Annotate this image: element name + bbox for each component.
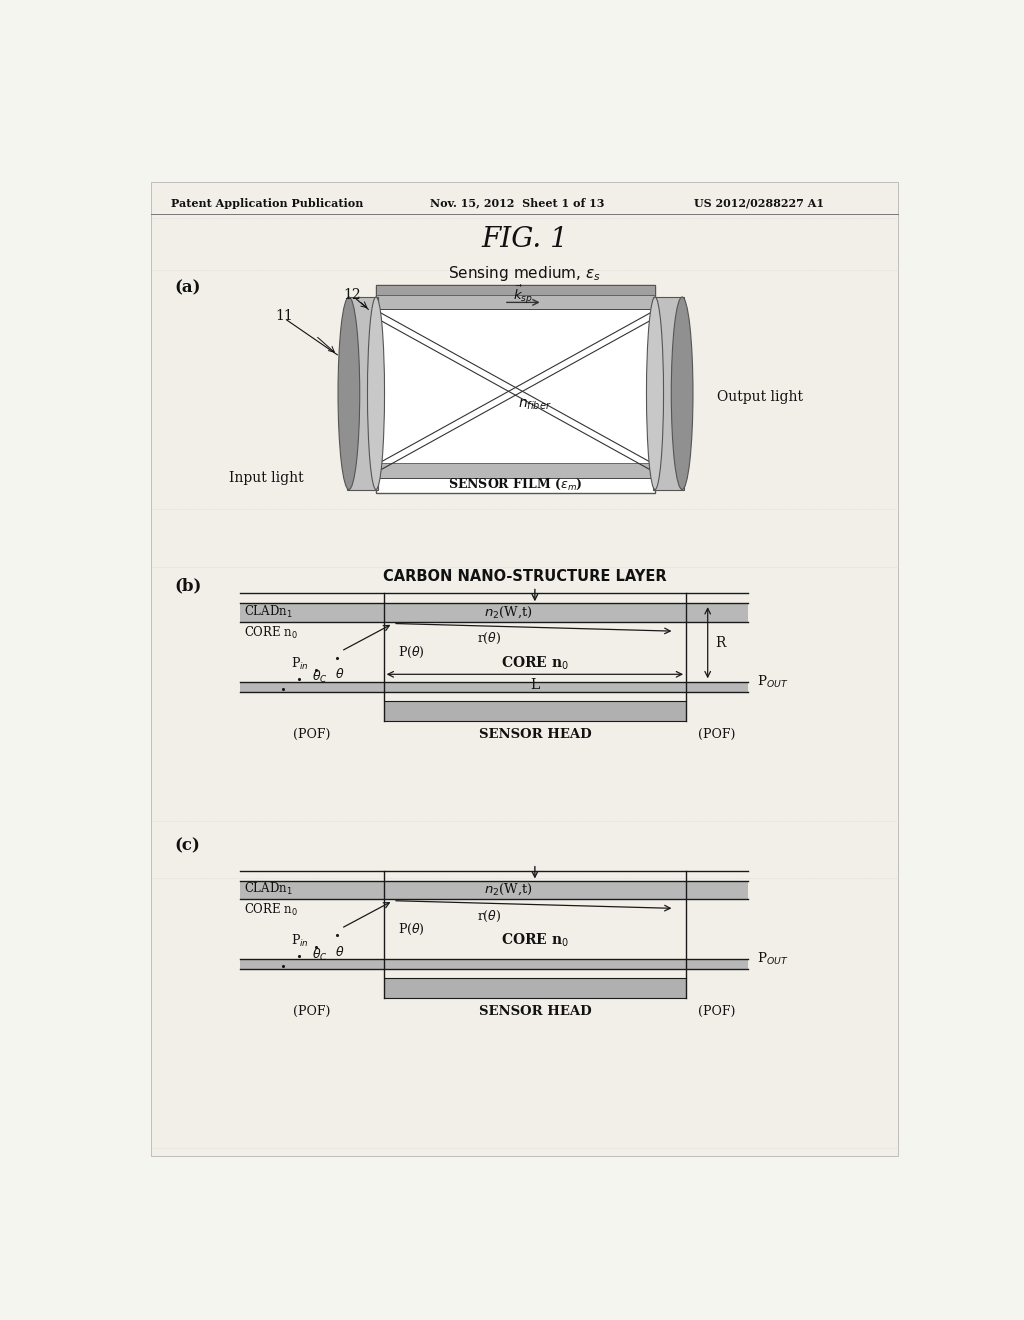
Text: US 2012/0288227 A1: US 2012/0288227 A1: [693, 198, 823, 209]
Text: CARBON NANO-STRUCTURE LAYER: CARBON NANO-STRUCTURE LAYER: [383, 569, 667, 583]
Text: L: L: [530, 678, 540, 692]
Text: $\theta_C$: $\theta_C$: [311, 669, 328, 685]
Text: FIG. 1: FIG. 1: [481, 226, 568, 252]
Text: 11: 11: [275, 309, 293, 323]
Bar: [376, 293, 655, 309]
Text: $n_2$(W,t): $n_2$(W,t): [484, 882, 534, 896]
Bar: [686, 682, 748, 692]
Ellipse shape: [338, 297, 359, 490]
Text: Sensing medium, $\varepsilon_s$: Sensing medium, $\varepsilon_s$: [449, 264, 601, 284]
Text: CORE n$_0$: CORE n$_0$: [245, 624, 298, 640]
Text: Nov. 15, 2012  Sheet 1 of 13: Nov. 15, 2012 Sheet 1 of 13: [430, 198, 605, 209]
Text: $\theta_C$: $\theta_C$: [311, 946, 328, 962]
Bar: [384, 880, 686, 899]
Text: (a): (a): [174, 280, 201, 296]
Bar: [241, 603, 384, 622]
Text: R: R: [716, 636, 726, 649]
Bar: [241, 682, 384, 692]
Bar: [376, 285, 655, 494]
Text: Input light: Input light: [228, 471, 303, 484]
Text: P$_{in}$: P$_{in}$: [291, 656, 308, 672]
Text: $n_{fiber}$: $n_{fiber}$: [518, 397, 552, 412]
Bar: [241, 960, 384, 969]
Text: CORE n$_0$: CORE n$_0$: [501, 655, 568, 672]
Text: $\theta$: $\theta$: [335, 945, 344, 958]
Text: $\vec{k}_{sp}$: $\vec{k}_{sp}$: [513, 284, 534, 306]
Bar: [686, 603, 748, 622]
Text: (POF): (POF): [293, 1005, 331, 1018]
Text: SENSOR HEAD: SENSOR HEAD: [478, 727, 591, 741]
Text: CORE n$_0$: CORE n$_0$: [245, 902, 298, 917]
Text: r($\theta$): r($\theta$): [477, 631, 501, 647]
Bar: [686, 960, 748, 969]
Bar: [653, 297, 684, 490]
Text: P$_{OUT}$: P$_{OUT}$: [758, 952, 788, 968]
Bar: [384, 960, 686, 969]
Text: Output light: Output light: [717, 391, 803, 404]
Text: 12: 12: [343, 289, 361, 302]
Text: $n_2$(W,t): $n_2$(W,t): [484, 605, 534, 619]
Bar: [376, 462, 655, 478]
Text: (POF): (POF): [293, 727, 331, 741]
Text: r($\theta$): r($\theta$): [477, 908, 501, 924]
Text: (b): (b): [174, 577, 202, 594]
Ellipse shape: [646, 297, 664, 490]
Bar: [384, 978, 686, 998]
Ellipse shape: [368, 297, 385, 490]
Bar: [346, 297, 378, 490]
Ellipse shape: [672, 297, 693, 490]
Text: (POF): (POF): [698, 727, 735, 741]
Text: P($\theta$): P($\theta$): [397, 645, 425, 660]
Text: P$_{OUT}$: P$_{OUT}$: [758, 675, 788, 690]
Bar: [384, 701, 686, 721]
Text: CLADn$_1$: CLADn$_1$: [245, 880, 293, 898]
Bar: [241, 880, 384, 899]
Bar: [686, 880, 748, 899]
Bar: [384, 682, 686, 692]
Text: P$_{in}$: P$_{in}$: [291, 933, 308, 949]
Text: $\theta$: $\theta$: [335, 668, 344, 681]
Bar: [384, 603, 686, 622]
Text: SENSOR HEAD: SENSOR HEAD: [478, 1005, 591, 1018]
Text: Patent Application Publication: Patent Application Publication: [171, 198, 362, 209]
Text: (c): (c): [174, 837, 201, 854]
Text: CORE n$_0$: CORE n$_0$: [501, 932, 568, 949]
Text: (POF): (POF): [698, 1005, 735, 1018]
Text: P($\theta$): P($\theta$): [397, 923, 425, 937]
Bar: [376, 285, 655, 296]
Text: SENSOR FILM ($\varepsilon_m$): SENSOR FILM ($\varepsilon_m$): [449, 478, 583, 492]
Text: CLADn$_1$: CLADn$_1$: [245, 603, 293, 620]
